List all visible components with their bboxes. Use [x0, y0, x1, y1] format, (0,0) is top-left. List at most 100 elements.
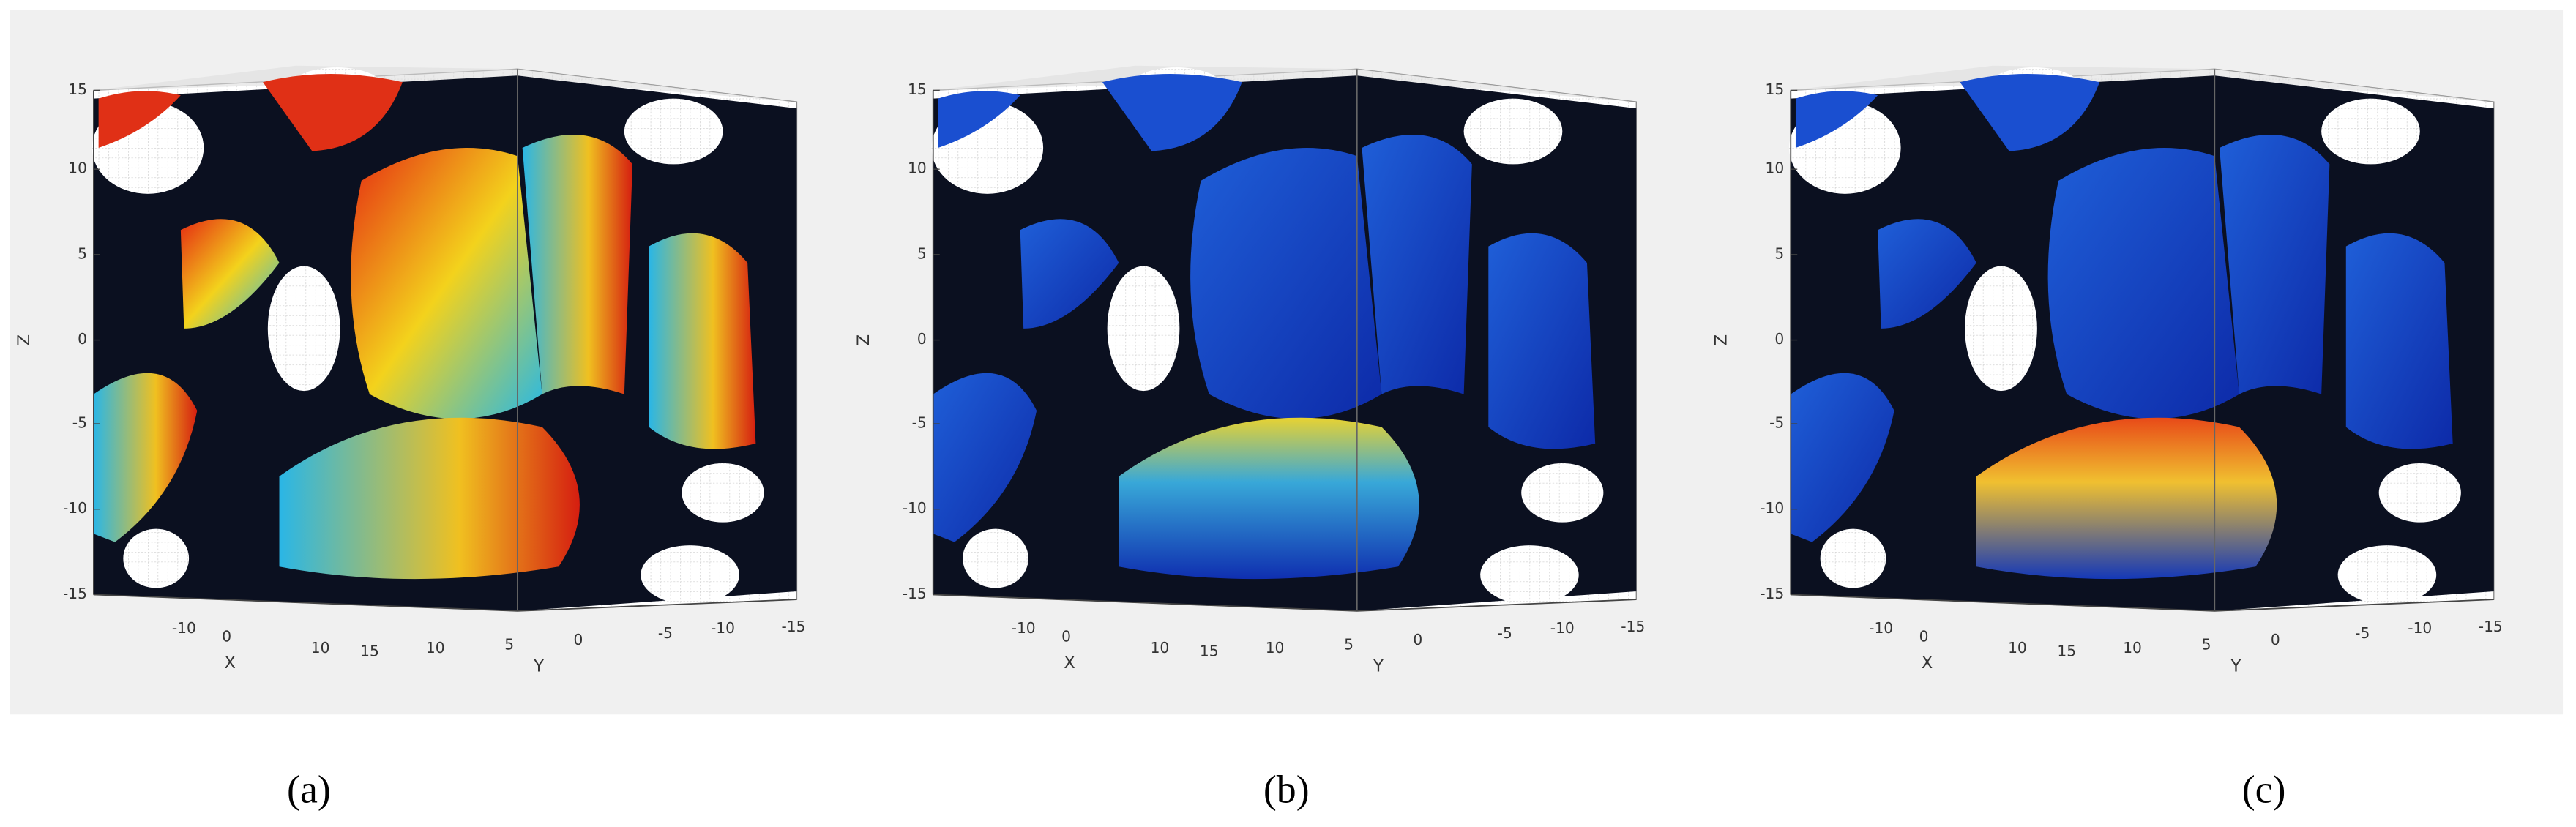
- surface-hole: [1965, 266, 2037, 392]
- surface-patch: [1119, 417, 1419, 580]
- y-tick-label: -15: [2479, 618, 2503, 635]
- panel-label: (a): [287, 767, 331, 811]
- y-axis-label: Y: [1373, 657, 1384, 676]
- y-tick-label: -15: [1621, 618, 1645, 635]
- y-tick-label: 5: [1344, 636, 1354, 654]
- surface-patch: [1488, 233, 1596, 449]
- surface-hole: [1480, 545, 1579, 605]
- surface-patch: [933, 373, 1037, 542]
- surface-patch: [1020, 219, 1119, 329]
- x-tick-label: -10: [1869, 619, 1893, 637]
- surface-patch: [351, 147, 542, 419]
- y-tick-label: 15: [360, 642, 379, 659]
- surface-patch: [938, 91, 1020, 148]
- surface-hole: [267, 266, 340, 392]
- surface-patch: [1791, 373, 1894, 542]
- surface-hole: [1521, 463, 1604, 523]
- surface-patch: [522, 135, 633, 394]
- x-axis-label: X: [1922, 654, 1933, 673]
- z-tick-label: 5: [78, 244, 87, 262]
- y-tick-label: -10: [1550, 619, 1575, 637]
- surface-patch: [2345, 233, 2453, 449]
- base-edge: [1791, 594, 2494, 612]
- surface-patch: [1362, 135, 1472, 394]
- z-tick-label: -15: [903, 585, 927, 602]
- z-tick-label: -10: [903, 499, 927, 517]
- z-tick-label: -15: [63, 585, 87, 602]
- y-tick-label: 15: [1200, 642, 1219, 659]
- y-tick-label: 0: [1413, 631, 1422, 648]
- z-tick-label: 10: [908, 160, 927, 177]
- top-face: [93, 65, 797, 102]
- y-tick-label: -15: [781, 618, 805, 635]
- y-tick-label: 0: [574, 631, 583, 648]
- y-tick-label: -10: [2408, 619, 2432, 637]
- surface-hole: [624, 98, 723, 165]
- z-tick-label: 15: [1766, 81, 1785, 98]
- surface-patch: [649, 233, 756, 449]
- surface-hole: [2378, 463, 2461, 523]
- surface-hole: [641, 545, 739, 605]
- y-tick-label: -5: [2355, 624, 2370, 642]
- surface-patch: [98, 91, 181, 148]
- z-tick-label: 5: [917, 244, 927, 262]
- z-tick-label: 10: [1766, 160, 1785, 177]
- z-tick-label: -15: [1760, 585, 1784, 602]
- top-face: [1791, 65, 2494, 102]
- surface-patch: [1976, 417, 2277, 580]
- x-tick-label: 10: [1151, 639, 1170, 656]
- z-tick-label: -5: [72, 414, 87, 432]
- z-tick-label: 0: [78, 330, 87, 348]
- x-tick-label: -10: [172, 619, 196, 637]
- top-face: [933, 65, 1637, 102]
- surface-hole: [1107, 266, 1180, 392]
- surface-hole: [123, 528, 190, 588]
- x-tick-label: 0: [222, 627, 231, 645]
- x-axis-label: X: [225, 654, 236, 673]
- y-tick-label: 15: [2057, 642, 2076, 659]
- surface-hole: [2321, 98, 2420, 165]
- y-tick-label: 5: [504, 636, 514, 654]
- z-tick-label: 15: [68, 81, 87, 98]
- y-tick-label: -5: [658, 624, 673, 642]
- x-tick-label: -10: [1012, 619, 1036, 637]
- surface-patch: [93, 373, 198, 542]
- z-tick-label: 15: [908, 81, 927, 98]
- z-tick-label: -10: [63, 499, 87, 517]
- surface-hole: [682, 463, 764, 523]
- surface-patch: [180, 219, 280, 329]
- surface-hole: [2337, 545, 2437, 605]
- plot-panel: 15 10 5 0 -5 -10 -15 -10 0 10 15 10 5 0 -5 -10 -15 X Y Z: [15, 65, 805, 676]
- y-axis-label: Y: [2230, 657, 2241, 676]
- y-tick-label: 0: [2271, 631, 2280, 648]
- z-tick-label: 0: [917, 330, 927, 348]
- surface-patch: [1190, 147, 1382, 419]
- surface-patch: [1878, 219, 1976, 329]
- panel-label: (b): [1263, 767, 1310, 811]
- z-tick-label: 0: [1774, 330, 1784, 348]
- surface-patch: [1102, 73, 1242, 151]
- y-tick-label: 10: [2123, 639, 2142, 656]
- base-edge: [933, 594, 1637, 612]
- surface-patch: [2047, 147, 2239, 419]
- plot-panel: 15 10 5 0 -5 -10 -15 -10 0 10 15 10 5 0 -5 -10 -15 X Y Z: [1711, 65, 2503, 676]
- z-axis-label: Z: [854, 334, 873, 345]
- surface-patch: [1795, 91, 1878, 148]
- y-tick-label: -10: [711, 619, 735, 637]
- base-edge: [93, 594, 797, 612]
- x-tick-label: 10: [311, 639, 330, 656]
- x-axis-label: X: [1064, 654, 1075, 673]
- z-tick-label: 10: [68, 160, 87, 177]
- z-axis-label: Z: [15, 334, 34, 345]
- y-tick-label: 10: [426, 639, 445, 656]
- surface-hole: [1463, 98, 1563, 165]
- plot-panel: 15 10 5 0 -5 -10 -15 -10 0 10 15 10 5 0 -5 -10 -15 X Y Z: [854, 65, 1645, 676]
- y-tick-label: 10: [1266, 639, 1285, 656]
- z-tick-label: -10: [1760, 499, 1784, 517]
- panel-label: (c): [2242, 767, 2286, 811]
- z-tick-label: -5: [1769, 414, 1784, 432]
- surface-patch: [279, 417, 580, 580]
- x-tick-label: 10: [2008, 639, 2027, 656]
- y-tick-label: 5: [2202, 636, 2211, 654]
